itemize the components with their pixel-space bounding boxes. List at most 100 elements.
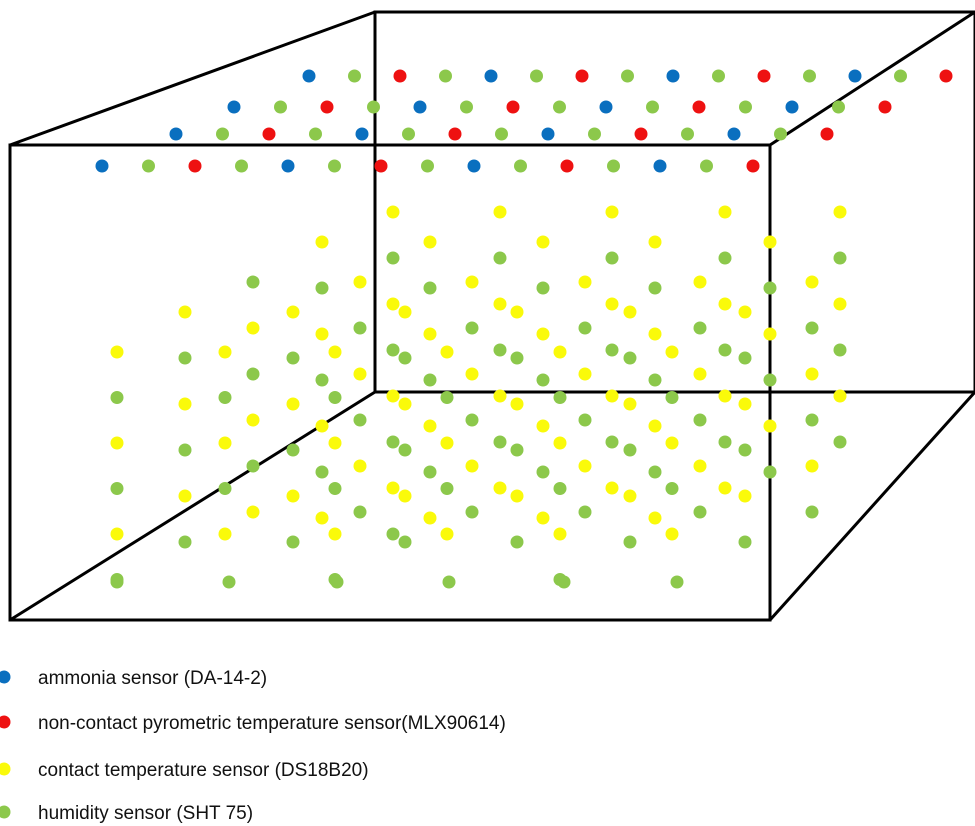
humidity-sensor-dot <box>423 465 437 479</box>
pyrometric-sensor-dot <box>374 159 388 173</box>
humidity-sensor-dot <box>493 251 507 265</box>
contact-sensor-dot <box>423 419 437 433</box>
humidity-sensor-dot <box>763 281 777 295</box>
contact-sensor-dot <box>648 235 662 249</box>
contact-sensor-dot <box>423 235 437 249</box>
humidity-sensor-dot <box>607 159 620 173</box>
humidity-sensor-dot <box>465 505 479 519</box>
contact-sensor-dot <box>510 305 524 319</box>
ammonia-sensor-dot <box>484 69 498 83</box>
legend: ammonia sensor (DA-14-2) non-contact pyro… <box>0 668 506 824</box>
humidity-sensor-dot <box>738 351 752 365</box>
contact-sensor-dot <box>328 345 342 359</box>
pyrometric-sensor-dot <box>757 69 771 83</box>
pyrometric-sensor-dot <box>878 100 892 114</box>
contact-sensor-dot <box>246 505 260 519</box>
contact-sensor-dot <box>738 305 752 319</box>
humidity-sensor-dot <box>246 459 260 473</box>
humidity-sensor-dot <box>178 351 192 365</box>
humidity-sensor-dot <box>763 465 777 479</box>
contact-sensor-dot <box>833 389 847 403</box>
contact-sensor-dot <box>398 305 412 319</box>
contact-sensor-dot <box>315 511 329 525</box>
legend-contact-dot <box>0 762 11 776</box>
contact-sensor-dot <box>398 397 412 411</box>
humidity-sensor-dot <box>218 391 232 404</box>
humidity-sensor-dot <box>738 535 752 549</box>
pyrometric-sensor-dot <box>634 127 648 141</box>
humidity-sensor-dot <box>353 413 367 427</box>
humidity-sensor-dot <box>578 413 592 427</box>
pyrometric-sensor-dot <box>820 127 834 141</box>
contact-sensor-dot <box>353 367 367 381</box>
pyrometric-sensor-dot <box>448 127 462 141</box>
humidity-sensor-dot <box>805 321 819 335</box>
contact-sensor-dot <box>665 345 679 359</box>
humidity-sensor-dot <box>495 127 508 141</box>
contact-sensor-dot <box>693 367 707 381</box>
humidity-sensor-dot <box>235 159 248 173</box>
humidity-sensor-dot <box>309 127 322 141</box>
contact-sensor-dot <box>833 297 847 311</box>
humidity-sensor-dot <box>805 413 819 427</box>
humidity-sensor-dot <box>510 443 524 457</box>
humidity-sensor-dot <box>465 413 479 427</box>
pyrometric-sensor-dot <box>939 69 953 83</box>
humidity-sensor-dot <box>286 443 300 457</box>
humidity-sensor-dot <box>465 321 479 335</box>
humidity-sensor-dot <box>510 535 524 549</box>
contact-sensor-dot <box>553 527 567 541</box>
contact-sensor-dot <box>805 459 819 473</box>
contact-sensor-dot <box>110 527 124 541</box>
humidity-sensor-dot <box>712 69 725 83</box>
humidity-sensor-dot <box>763 373 777 387</box>
humidity-sensor-dot <box>110 482 124 495</box>
contact-sensor-dot <box>510 397 524 411</box>
humidity-sensor-dot <box>623 351 637 365</box>
humidity-sensor-dot <box>348 69 361 83</box>
contact-sensor-dot <box>178 489 192 503</box>
legend-humidity-dot <box>0 805 11 819</box>
humidity-sensor-dot <box>578 321 592 335</box>
humidity-sensor-dot <box>315 281 329 295</box>
pyrometric-sensor-dot <box>560 159 574 173</box>
contact-sensor-dot <box>218 345 232 359</box>
humidity-sensor-dot <box>110 575 124 589</box>
ammonia-sensor-dot <box>95 159 109 173</box>
humidity-sensor-dot <box>315 465 329 479</box>
legend-humidity-label: humidity sensor (SHT 75) <box>38 803 253 824</box>
contact-sensor-dot <box>648 511 662 525</box>
humidity-sensor-dot <box>398 351 412 365</box>
humidity-sensor-dot <box>440 482 454 495</box>
pyrometric-sensor-dot <box>506 100 520 114</box>
contact-sensor-dot <box>398 489 412 503</box>
contact-sensor-dot <box>623 489 637 503</box>
contact-sensor-dot <box>493 481 507 495</box>
contact-sensor-dot <box>440 436 454 450</box>
humidity-sensor-dot <box>700 159 713 173</box>
contact-sensor-dot <box>738 489 752 503</box>
contact-sensor-dot <box>605 481 619 495</box>
humidity-sensor-dot <box>110 391 124 404</box>
humidity-sensor-dot <box>421 159 434 173</box>
contact-sensor-dot <box>218 527 232 541</box>
contact-sensor-dot <box>718 389 732 403</box>
contact-sensor-dot <box>110 345 124 359</box>
humidity-sensor-dot <box>693 505 707 519</box>
contact-sensor-dot <box>328 436 342 450</box>
contact-sensor-dot <box>493 297 507 311</box>
humidity-sensor-dot <box>367 100 380 114</box>
humidity-sensor-dot <box>328 159 341 173</box>
ammonia-sensor-dot <box>355 127 369 141</box>
box-edge-top-left <box>9 10 376 147</box>
contact-sensor-dot <box>763 235 777 249</box>
pyrometric-sensor-dot <box>746 159 760 173</box>
humidity-sensor-dot <box>774 127 787 141</box>
humidity-sensor-dot <box>353 505 367 519</box>
humidity-sensor-dot <box>803 69 816 83</box>
contact-sensor-dot <box>286 397 300 411</box>
ammonia-sensor-dot <box>848 69 862 83</box>
humidity-sensor-dot <box>833 343 847 357</box>
humidity-sensor-dot <box>246 367 260 381</box>
